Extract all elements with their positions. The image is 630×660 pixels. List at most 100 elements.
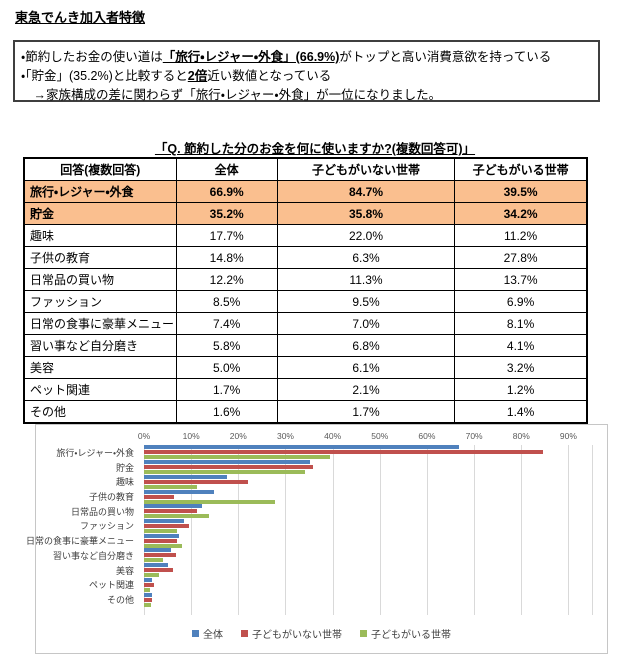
row-value: 35.8% bbox=[276, 202, 456, 225]
row-value: 12.2% bbox=[175, 268, 278, 291]
row-value: 22.0% bbox=[276, 224, 456, 247]
row-value: 66.9% bbox=[175, 180, 278, 203]
bar-group bbox=[144, 474, 592, 489]
row-label: 日常品の買い物 bbox=[23, 268, 177, 291]
legend-swatch-icon bbox=[241, 630, 248, 637]
bar bbox=[144, 518, 185, 523]
header-total: 全体 bbox=[175, 157, 278, 181]
legend-item: 全体 bbox=[192, 626, 223, 641]
bar bbox=[144, 543, 183, 548]
category-label: その他 bbox=[106, 595, 134, 606]
bar bbox=[144, 573, 160, 578]
summary-box: ・節約したお金の使い道は「旅行・レジャー・外食」(66.9%)がトップと高い消費… bbox=[13, 40, 600, 102]
row-value: 1.2% bbox=[454, 378, 588, 401]
bar bbox=[144, 445, 460, 450]
summary-line2-emphasis: 2倍 bbox=[187, 69, 208, 83]
legend-swatch-icon bbox=[360, 630, 367, 637]
row-value: 84.7% bbox=[276, 180, 456, 203]
axis-tick-label: 70% bbox=[465, 431, 483, 441]
row-label: ペット関連 bbox=[23, 378, 177, 401]
bar bbox=[144, 499, 276, 504]
row-value: 17.7% bbox=[175, 224, 278, 247]
gridline bbox=[285, 445, 287, 615]
category-label: ファッション bbox=[79, 521, 134, 532]
bar-group bbox=[144, 518, 592, 534]
category-label: 子供の教育 bbox=[88, 492, 134, 503]
bar-chart: 0% 10% 20% 30% 40% 50% 60% 70% 80% 90% 旅行・レジャー・外食… bbox=[26, 424, 608, 654]
gridline bbox=[379, 445, 381, 615]
row-value: 6.3% bbox=[276, 246, 456, 269]
gridline bbox=[238, 445, 240, 615]
row-value: 6.8% bbox=[276, 334, 456, 357]
chart-legend: 全体 子どもがいない世帯 子どもがいる世帯 bbox=[36, 626, 607, 641]
bar bbox=[144, 538, 177, 543]
row-value: 1.7% bbox=[276, 400, 456, 424]
table-row: 趣味 17.7% 22.0% 11.2% bbox=[23, 224, 588, 247]
table-row: 美容 5.0% 6.1% 3.2% bbox=[23, 356, 588, 379]
answers-table: 回答(複数回答) 全体 子どもがいない世帯 子どもがいる世帯 旅行・レジャー・外… bbox=[23, 157, 588, 424]
summary-line2-pre: ・「貯金」(35.2%)と比較すると bbox=[21, 69, 188, 83]
summary-line-1: ・節約したお金の使い道は「旅行・レジャー・外食」(66.9%)がトップと高い消費… bbox=[21, 48, 592, 67]
row-label: 日常の食事に豪華メニュー bbox=[23, 312, 177, 335]
bar bbox=[144, 494, 174, 499]
summary-line1-post: がトップと高い消費意欲を持っている bbox=[339, 50, 552, 64]
chart-category-labels: 旅行・レジャー・外食 貯金 趣味 子供の教育 日常品の買い物 ファッション 日常の食事に豪華… bbox=[26, 445, 139, 607]
row-value: 1.4% bbox=[454, 400, 588, 424]
bar-group bbox=[144, 563, 592, 578]
axis-tick-label: 80% bbox=[512, 431, 530, 441]
gridline bbox=[191, 445, 193, 615]
bar bbox=[144, 597, 153, 602]
bar bbox=[144, 528, 177, 533]
summary-line3-text: →家族構成の差に関わらず「旅行・レジャー・外食」が一位になりました。 bbox=[21, 88, 442, 102]
table-row: 日常品の買い物 12.2% 11.3% 13.7% bbox=[23, 268, 588, 291]
legend-label: 子どもがいない世帯 bbox=[252, 630, 342, 641]
table-row: 旅行・レジャー・外食 66.9% 84.7% 39.5% bbox=[23, 180, 588, 203]
table-row: 習い事など自分磨き 5.8% 6.8% 4.1% bbox=[23, 334, 588, 357]
page-title: 東急でんき加入者特徴 bbox=[15, 10, 146, 25]
row-value: 11.2% bbox=[454, 224, 588, 247]
bar bbox=[144, 460, 310, 465]
row-value: 7.0% bbox=[276, 312, 456, 335]
bar bbox=[144, 582, 154, 587]
axis-tick-label: 50% bbox=[371, 431, 389, 441]
gridline bbox=[521, 445, 523, 615]
row-value: 8.5% bbox=[175, 290, 278, 313]
table-row: その他 1.6% 1.7% 1.4% bbox=[23, 400, 588, 424]
axis-tick-label: 30% bbox=[276, 431, 294, 441]
bar bbox=[144, 484, 197, 489]
bar bbox=[144, 450, 544, 455]
bar-group bbox=[144, 504, 592, 519]
bar bbox=[144, 577, 153, 582]
bar-group bbox=[144, 533, 592, 548]
bar-group bbox=[144, 460, 592, 475]
gridline bbox=[426, 445, 428, 615]
table-row: ファッション 8.5% 9.5% 6.9% bbox=[23, 290, 588, 313]
bar-group bbox=[144, 445, 592, 460]
row-label: その他 bbox=[23, 400, 177, 424]
bar bbox=[144, 548, 172, 553]
header-with-children: 子どもがいる世帯 bbox=[454, 157, 588, 181]
summary-line-3: →家族構成の差に関わらず「旅行・レジャー・外食」が一位になりました。 bbox=[21, 86, 592, 105]
row-value: 35.2% bbox=[175, 202, 278, 225]
row-value: 11.3% bbox=[276, 268, 456, 291]
summary-line1-pre: ・節約したお金の使い道は bbox=[21, 50, 163, 64]
bar bbox=[144, 602, 151, 607]
header-answer: 回答(複数回答) bbox=[23, 157, 177, 181]
axis-tick-label: 90% bbox=[559, 431, 577, 441]
answers-table-body: 旅行・レジャー・外食 66.9% 84.7% 39.5% 貯金 35.2% 35.8% 34.… bbox=[23, 180, 588, 424]
category-label: 旅行・レジャー・外食 bbox=[56, 447, 134, 458]
bar bbox=[144, 568, 173, 573]
bar bbox=[144, 592, 152, 597]
row-value: 3.2% bbox=[454, 356, 588, 379]
axis-tick-label: 0% bbox=[137, 431, 151, 441]
row-value: 4.1% bbox=[454, 334, 588, 357]
category-label: 美容 bbox=[115, 565, 134, 576]
category-label: 日常品の買い物 bbox=[70, 506, 134, 517]
bar bbox=[144, 509, 198, 514]
bar bbox=[144, 553, 177, 558]
bar-group bbox=[144, 592, 592, 607]
row-label: 貯金 bbox=[23, 202, 177, 225]
legend-label: 子どもがいる世帯 bbox=[371, 630, 451, 641]
row-label: ファッション bbox=[23, 290, 177, 313]
